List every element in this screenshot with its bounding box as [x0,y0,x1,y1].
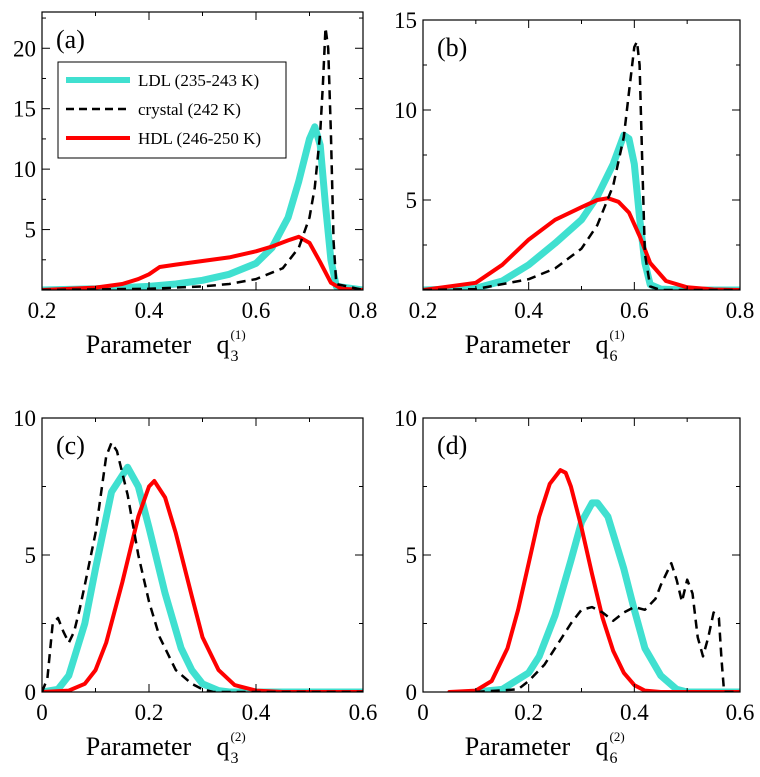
x-axis-superscript: (2) [231,729,246,744]
legend-label-hdl: HDL (246-250 K) [138,129,261,148]
x-tick-label: 0.6 [242,298,271,323]
series-crystal-line [42,26,363,290]
plot-area [447,468,740,692]
y-tick-label: 5 [25,543,37,568]
x-axis-superscript: (1) [231,327,246,342]
x-axis-symbol: q [217,330,230,359]
plot-area [42,26,363,290]
x-axis-symbol: q [217,732,230,761]
panel-c: 0 0.2 0.4 0.6 0 5 10 (c) Parameter q 3 (2) [13,406,377,767]
plot-frame [41,417,364,693]
x-tick-label: 0.4 [620,700,649,725]
y-tick-label: 0 [25,680,37,705]
series-hdl-line [42,234,363,290]
panel-label: (d) [437,431,467,460]
series-hdl-line [447,468,740,692]
panel-a: 0.2 0.4 0.6 0.8 5 10 15 20 (a) Parameter q 3 (1) LDL … [13,11,378,365]
x-axis-label: Parameter [465,330,571,359]
series-hdl-line [42,479,363,692]
x-tick-label: 0.6 [349,700,378,725]
x-axis-subscript: 3 [231,348,239,365]
y-tick-label: 5 [406,188,418,213]
series-ldl-line [42,123,363,290]
y-tick-label: 10 [13,157,36,182]
series-ldl-line [42,463,363,692]
x-axis-superscript: (1) [610,327,625,342]
y-tick-label: 15 [13,97,36,122]
y-tick-label: 5 [406,543,418,568]
x-tick-label: 0.2 [514,700,543,725]
panel-label: (a) [56,25,85,54]
y-tick-label: 10 [394,98,417,123]
legend-label-crystal: crystal (242 K) [138,100,241,119]
x-tick-label: 0.6 [620,298,649,323]
series-ldl-line [423,131,740,290]
x-tick-label: 0 [417,700,429,725]
x-tick-label: 0.4 [135,298,164,323]
x-tick-label: 0.6 [726,700,755,725]
panel-d: 0 0.2 0.4 0.6 0 5 10 (d) Parameter q 6 (2) [394,406,754,767]
y-tick-label: 10 [394,406,417,431]
series-crystal-line [423,40,740,290]
legend-label-ldl: LDL (235-243 K) [138,71,259,90]
x-axis-superscript: (2) [610,729,625,744]
x-tick-label: 0.2 [28,298,57,323]
series-hdl-line [423,196,740,290]
x-axis-symbol: q [596,330,609,359]
series-crystal-line [42,441,363,692]
x-tick-label: 0.2 [409,298,438,323]
x-axis-label: Parameter [86,732,192,761]
x-axis-subscript: 6 [610,348,618,365]
x-tick-label: 0.4 [242,700,271,725]
y-tick-label: 15 [394,8,417,33]
x-tick-label: 0 [36,700,48,725]
x-tick-label: 0.2 [135,700,164,725]
panel-b: 0.2 0.4 0.6 0.8 5 10 15 (b) Parameter q 6 (1) [394,8,754,365]
plot-area [42,441,363,692]
y-tick-label: 5 [25,218,37,243]
x-tick-label: 0.4 [514,298,543,323]
x-axis-subscript: 3 [231,750,239,767]
x-tick-label: 0.8 [726,298,755,323]
x-tick-label: 0.8 [349,298,378,323]
x-axis-symbol: q [596,732,609,761]
x-axis-subscript: 6 [610,750,618,767]
x-axis-label: Parameter [465,732,571,761]
panel-label: (c) [56,431,85,460]
plot-frame [422,417,741,693]
x-axis-label: Parameter [86,330,192,359]
y-tick-label: 0 [406,680,418,705]
panel-label: (b) [437,33,467,62]
y-tick-label: 10 [13,406,36,431]
plot-area [423,40,740,290]
legend: LDL (235-243 K) crystal (242 K) HDL (246-2… [57,61,287,159]
series-crystal-line [475,561,740,692]
series-ldl-line [472,499,740,692]
y-tick-label: 20 [13,36,36,61]
